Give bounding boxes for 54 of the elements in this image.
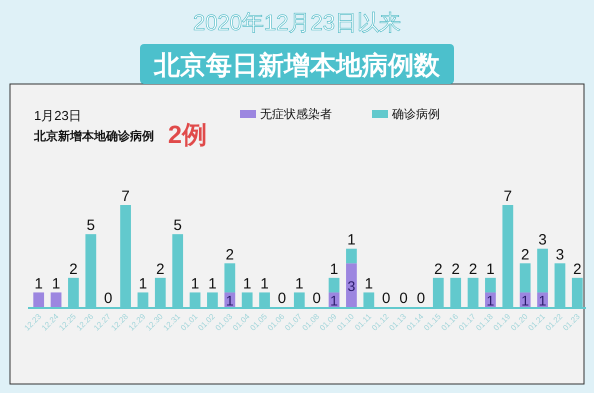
data-label: 0 — [104, 290, 112, 307]
data-label: 0 — [399, 290, 408, 307]
chart-title: 2020年12月23日以来 — [193, 10, 401, 35]
data-label: 0 — [382, 290, 390, 307]
data-label: 1 — [538, 292, 547, 309]
data-label: 1 — [226, 292, 234, 309]
data-label: 1 — [138, 275, 148, 292]
data-label: 1 — [243, 275, 252, 292]
bar — [485, 278, 496, 292]
data-label: 1 — [190, 275, 200, 292]
legend-label: 无症状感染者 — [260, 107, 332, 121]
data-label: 2 — [156, 260, 164, 278]
data-label: 1 — [260, 275, 269, 292]
data-label: 1 — [34, 275, 43, 292]
data-label: 0 — [416, 290, 426, 307]
bar — [50, 292, 62, 307]
bar — [346, 263, 357, 307]
data-label: 1 — [364, 275, 373, 292]
data-label: 2 — [521, 246, 530, 264]
text: 1月23日 — [34, 108, 82, 123]
bar — [224, 263, 236, 292]
text: 北京新增本地确诊病例 — [33, 129, 154, 143]
data-label: 3 — [538, 232, 547, 249]
data-label: 2 — [452, 260, 460, 278]
data-label: 7 — [504, 188, 512, 205]
data-label: 1 — [208, 275, 217, 292]
data-label: 5 — [86, 217, 95, 234]
data-label: 3 — [556, 246, 564, 264]
data-label: 5 — [174, 217, 182, 234]
data-label: 2 — [69, 260, 78, 278]
chart-subtitle: 北京每日新增本地病例数 — [153, 50, 441, 80]
bar — [346, 248, 357, 264]
legend-label: 确诊病例 — [391, 107, 440, 121]
data-label: 2 — [226, 246, 234, 264]
data-label: 0 — [312, 290, 321, 307]
bar — [33, 292, 44, 307]
data-label: 1 — [347, 232, 356, 249]
data-label: 3 — [348, 278, 356, 294]
text: 2例 — [168, 121, 207, 149]
data-label: 1 — [330, 292, 338, 309]
data-label: 1 — [295, 275, 304, 292]
bar — [537, 248, 548, 292]
bar — [520, 263, 531, 292]
data-label: 1 — [330, 260, 338, 278]
data-label: 1 — [486, 260, 495, 278]
data-label: 2 — [468, 260, 478, 278]
data-label: 1 — [486, 292, 495, 309]
data-label: 1 — [52, 275, 60, 292]
data-label: 0 — [278, 290, 286, 307]
data-label: 7 — [121, 188, 130, 205]
data-label: 1 — [521, 292, 530, 309]
data-label: 2 — [434, 260, 442, 278]
bar — [328, 278, 340, 292]
data-label: 2 — [573, 260, 582, 278]
